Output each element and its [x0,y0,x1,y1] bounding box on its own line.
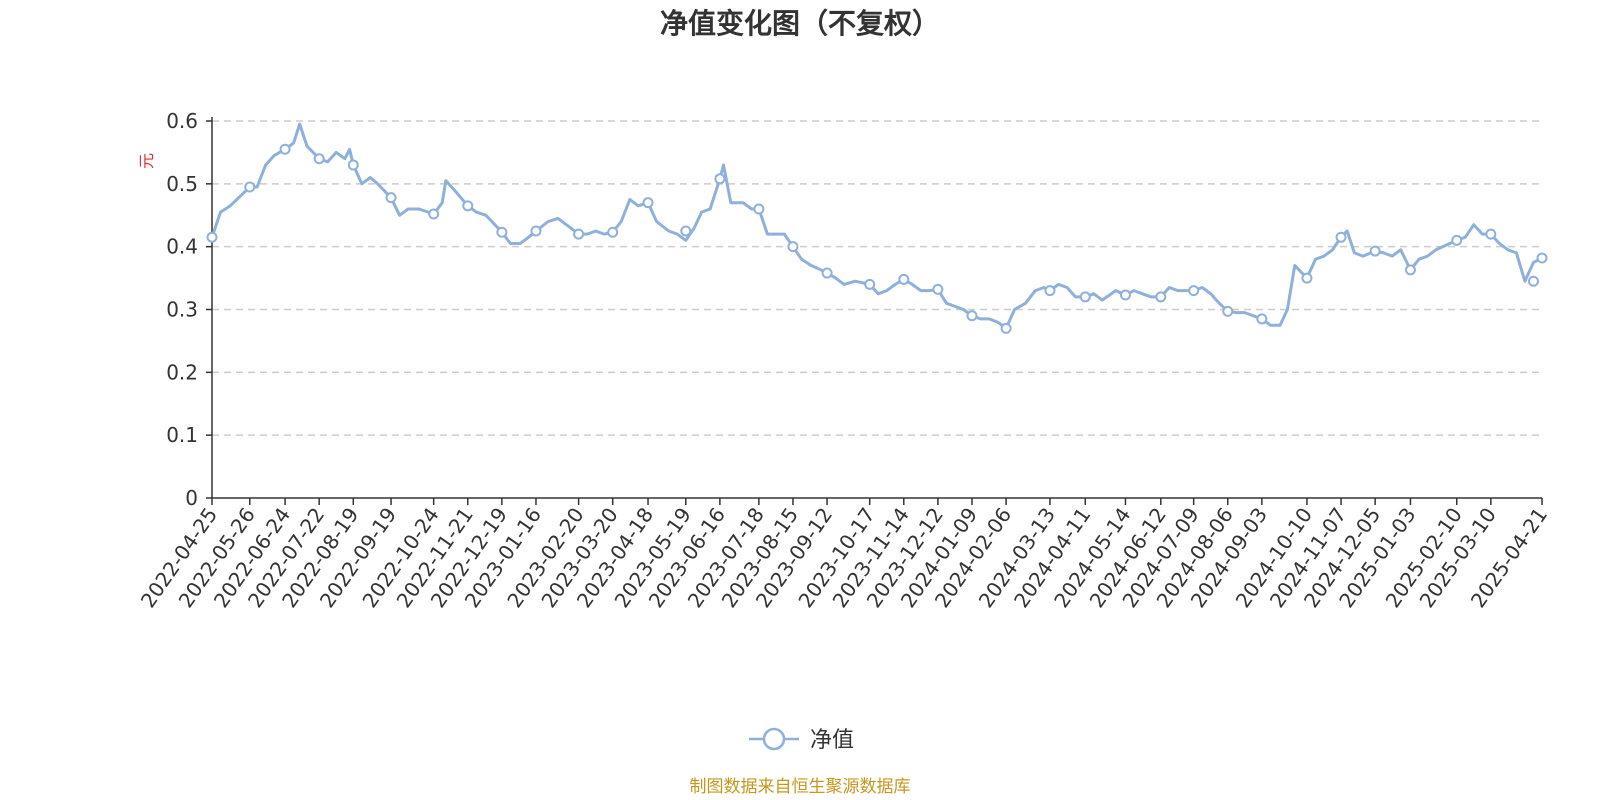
data-point-marker [1155,291,1167,303]
data-point-marker [428,208,440,220]
data-point-marker [573,228,585,240]
data-point-marker [385,192,397,204]
y-tick-label: 0.3 [166,298,198,322]
data-point-marker [1222,305,1234,317]
gridlines [212,120,1542,436]
legend-label: 净值 [810,728,854,753]
axes [211,117,1542,499]
y-tick-label: 0.5 [166,172,198,196]
data-point-marker [864,278,876,290]
y-tick-label: 0.2 [166,360,198,384]
x-axis-ticks: 2022-04-252022-05-262022-06-242022-07-22… [136,498,1552,612]
legend-marker-icon [762,727,786,751]
data-point-marker [607,226,619,238]
data-point-marker [496,226,508,238]
data-point-marker [898,273,910,285]
y-tick-label: 0.1 [166,423,198,447]
y-tick-label: 0.4 [166,235,198,259]
data-point-marker [1536,252,1548,264]
chart-title: 净值变化图（不复权） [660,7,940,40]
data-point-marker [821,267,833,279]
data-point-marker [1119,289,1131,301]
y-axis-unit: 元 [137,153,156,169]
data-point-marker [313,153,325,165]
data-point-marker [1301,272,1313,284]
data-point-marker [530,225,542,237]
data-point-marker [714,173,726,185]
data-point-marker [279,143,291,155]
source-note: 制图数据来自恒生聚源数据库 [690,777,911,797]
data-point-marker [1527,275,1539,287]
y-tick-label: 0 [185,486,198,510]
series-markers [206,143,1548,334]
y-axis-ticks: 0 0.1 0.2 0.3 0.4 0.5 0.6 [166,109,212,510]
data-point-marker [753,203,765,215]
data-point-marker [462,200,474,212]
data-point-marker [347,159,359,171]
data-point-marker [787,241,799,253]
legend[interactable]: 净值 [749,727,854,753]
data-point-marker [244,181,256,193]
y-tick-label: 0.6 [166,109,198,133]
data-point-marker [966,310,978,322]
data-point-marker [1256,313,1268,325]
data-point-marker [1335,231,1347,243]
data-point-marker [642,197,654,209]
data-point-marker [1451,234,1463,246]
series-line-nav [210,122,1543,330]
data-point-marker [1188,285,1200,297]
data-point-marker [1000,322,1012,334]
data-point-marker [1369,245,1381,257]
data-point-marker [1404,264,1416,276]
data-point-marker [1044,285,1056,297]
data-point-marker [932,283,944,295]
data-point-marker [1485,228,1497,240]
data-point-marker [1079,291,1091,303]
data-point-marker [680,225,692,237]
data-point-marker [206,231,218,243]
